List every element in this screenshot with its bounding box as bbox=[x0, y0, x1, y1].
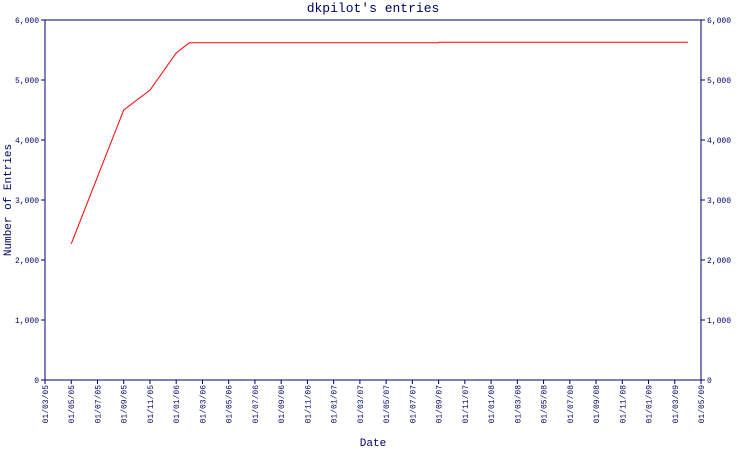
x-tick-label: 01/07/05 bbox=[94, 385, 103, 424]
y2-tick-label: 6,000 bbox=[707, 17, 731, 26]
x-tick-label: 01/07/08 bbox=[567, 385, 576, 424]
y2-tick-label: 4,000 bbox=[707, 137, 731, 146]
y-tick-label: 4,000 bbox=[15, 137, 39, 146]
x-tick-label: 01/03/06 bbox=[199, 385, 208, 424]
x-tick-label: 01/09/06 bbox=[278, 385, 287, 424]
x-axis-title: Date bbox=[360, 438, 386, 450]
x-tick-label: 01/01/08 bbox=[488, 385, 497, 424]
data-line bbox=[70, 41, 688, 244]
x-tick-label: 01/11/05 bbox=[147, 385, 156, 424]
x-tick-label: 01/11/08 bbox=[619, 385, 628, 424]
y2-tick-label: 0 bbox=[707, 377, 712, 386]
x-tick-label: 01/07/06 bbox=[252, 385, 261, 424]
x-tick-label: 01/05/05 bbox=[68, 385, 77, 424]
x-tick-label: 01/11/07 bbox=[462, 385, 471, 424]
x-tick-label: 01/01/07 bbox=[331, 385, 340, 424]
x-tick-label: 01/01/09 bbox=[646, 385, 655, 424]
y2-tick-label: 5,000 bbox=[707, 77, 731, 86]
x-tick-label: 01/05/07 bbox=[383, 385, 392, 424]
y-tick-label: 2,000 bbox=[15, 257, 39, 266]
x-tick-label: 01/03/07 bbox=[357, 385, 366, 424]
plot-frame bbox=[44, 19, 702, 381]
x-tick-label: 01/09/08 bbox=[593, 385, 602, 424]
x-tick-label: 01/03/05 bbox=[42, 385, 51, 424]
y2-tick-label: 1,000 bbox=[707, 317, 731, 326]
y-tick-label: 6,000 bbox=[15, 17, 39, 26]
y2-tick-label: 3,000 bbox=[707, 197, 731, 206]
x-tick-label: 01/05/08 bbox=[541, 385, 550, 424]
x-tick-label: 01/09/05 bbox=[121, 385, 130, 424]
y-tick-label: 0 bbox=[34, 377, 39, 386]
y-axis-title: Number of Entries bbox=[3, 144, 15, 256]
x-tick-label: 01/03/09 bbox=[672, 385, 681, 424]
x-tick-label: 01/05/06 bbox=[226, 385, 235, 424]
y2-tick-label: 2,000 bbox=[707, 257, 731, 266]
x-tick-label: 01/09/07 bbox=[436, 385, 445, 424]
y-tick-label: 5,000 bbox=[15, 77, 39, 86]
x-tick-label: 01/07/07 bbox=[409, 385, 418, 424]
x-tick-label: 01/01/06 bbox=[173, 385, 182, 424]
x-tick-label: 01/03/08 bbox=[514, 385, 523, 424]
y-tick-label: 3,000 bbox=[15, 197, 39, 206]
y-tick-label: 1,000 bbox=[15, 317, 39, 326]
x-tick-label: 01/05/09 bbox=[698, 385, 707, 424]
x-tick-label: 01/11/06 bbox=[304, 385, 313, 424]
chart-title: dkpilot's entries bbox=[307, 1, 440, 16]
